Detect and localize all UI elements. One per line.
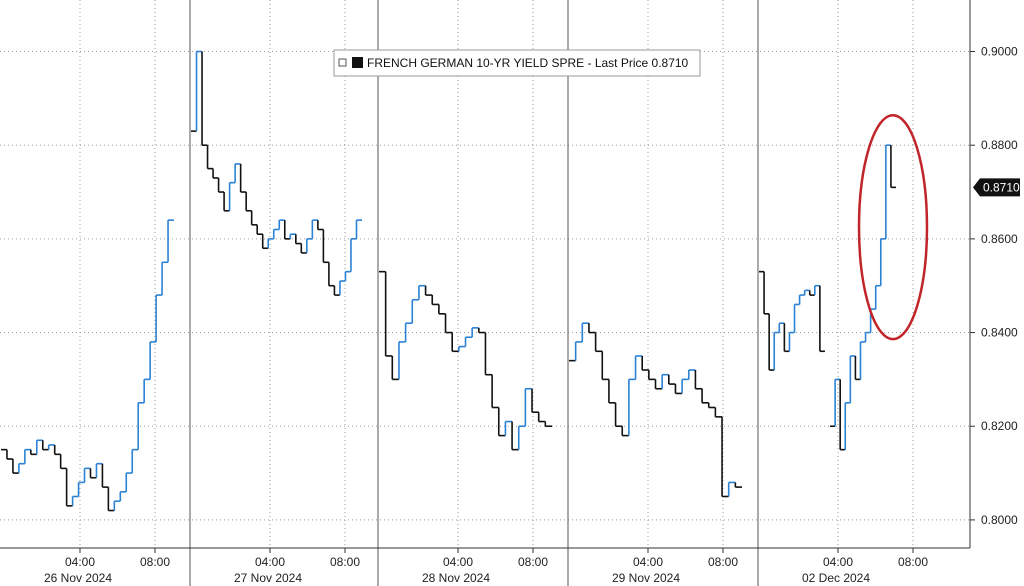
- x-tick-label: 08:00: [140, 555, 170, 569]
- x-date-label: 29 Nov 2024: [612, 571, 680, 585]
- y-tick-label: 0.8200: [981, 419, 1018, 433]
- y-tick-label: 0.8800: [981, 138, 1018, 152]
- x-tick-label: 08:00: [330, 555, 360, 569]
- x-tick-label: 04:00: [65, 555, 95, 569]
- legend-box: [333, 49, 701, 77]
- legend-entry-label: FRENCH GERMAN 10-YR YIELD SPRE - Last Pr…: [367, 56, 689, 70]
- x-date-label: 02 Dec 2024: [802, 571, 870, 585]
- day-separators: [189, 0, 759, 586]
- highlight-ellipse: [857, 113, 929, 341]
- last-price-label: 0.8710: [983, 180, 1020, 194]
- y-axis-ticks: 0.8000 0.8200 0.8400 0.8600 0.8800 0.9000: [970, 45, 1018, 527]
- x-tick-label: 08:00: [518, 555, 548, 569]
- x-tick-label: 08:00: [708, 555, 738, 569]
- legend-swatch-icon: [352, 57, 363, 68]
- y-tick-label: 0.8600: [981, 232, 1018, 246]
- price-series: [1, 50, 896, 512]
- x-date-label: 28 Nov 2024: [422, 571, 490, 585]
- annotation: [857, 113, 929, 341]
- legend-toggle-icon[interactable]: [338, 58, 347, 67]
- gridlines: [0, 0, 970, 548]
- x-axis-ticks: 04:00 08:00 26 Nov 2024 04:00 08:00 27 Nov 20…: [44, 548, 928, 585]
- y-tick-label: 0.8400: [981, 326, 1018, 340]
- x-tick-label: 04:00: [255, 555, 285, 569]
- x-date-label: 26 Nov 2024: [44, 571, 112, 585]
- y-tick-label: 0.9000: [981, 45, 1018, 59]
- axes: [0, 0, 971, 549]
- legend: FRENCH GERMAN 10-YR YIELD SPRE - Last Pr…: [333, 49, 701, 77]
- x-tick-label: 04:00: [443, 555, 473, 569]
- x-tick-label: 04:00: [823, 555, 853, 569]
- last-price-tag-bg: [973, 178, 1020, 197]
- x-tick-label: 08:00: [898, 555, 928, 569]
- y-tick-label: 0.8000: [981, 513, 1018, 527]
- x-tick-label: 04:00: [633, 555, 663, 569]
- x-date-label: 27 Nov 2024: [234, 571, 302, 585]
- last-price-tag: 0.8710: [973, 178, 1020, 197]
